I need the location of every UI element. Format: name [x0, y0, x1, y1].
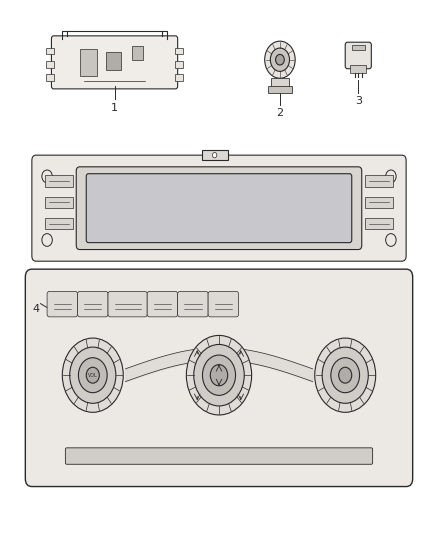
Bar	[106, 52, 121, 70]
Text: VOL: VOL	[88, 373, 98, 378]
Circle shape	[212, 152, 217, 158]
Bar	[176, 74, 184, 81]
FancyBboxPatch shape	[147, 292, 178, 317]
Bar	[176, 47, 184, 54]
Text: 1: 1	[111, 103, 118, 113]
Circle shape	[202, 355, 236, 395]
Circle shape	[386, 233, 396, 246]
FancyBboxPatch shape	[76, 167, 362, 249]
Circle shape	[265, 41, 295, 78]
FancyBboxPatch shape	[345, 42, 371, 69]
Circle shape	[70, 347, 116, 403]
FancyBboxPatch shape	[25, 269, 413, 487]
Circle shape	[339, 367, 352, 383]
Text: 4: 4	[33, 304, 40, 314]
Circle shape	[331, 358, 360, 393]
Bar	[365, 217, 393, 229]
Text: 3: 3	[355, 96, 362, 106]
FancyBboxPatch shape	[78, 292, 108, 317]
Bar	[46, 47, 53, 54]
Circle shape	[86, 367, 99, 383]
Circle shape	[276, 54, 284, 65]
Circle shape	[42, 233, 52, 246]
Bar	[45, 197, 73, 208]
FancyBboxPatch shape	[178, 292, 208, 317]
FancyBboxPatch shape	[51, 36, 178, 89]
Circle shape	[210, 365, 228, 386]
Circle shape	[315, 338, 376, 413]
Bar	[268, 86, 292, 93]
Bar	[46, 74, 53, 81]
Circle shape	[270, 48, 290, 71]
Text: 2: 2	[276, 109, 283, 118]
Bar	[176, 61, 184, 68]
Circle shape	[386, 170, 396, 183]
Circle shape	[322, 347, 368, 403]
FancyBboxPatch shape	[47, 292, 78, 317]
Circle shape	[62, 338, 123, 413]
FancyBboxPatch shape	[32, 155, 406, 261]
Bar	[365, 197, 393, 208]
Bar	[45, 217, 73, 229]
Bar	[271, 78, 289, 89]
Circle shape	[186, 335, 252, 415]
Bar	[365, 175, 393, 187]
Bar	[201, 150, 228, 160]
Bar	[80, 49, 97, 76]
Bar	[350, 65, 366, 74]
Bar	[45, 175, 73, 187]
Circle shape	[42, 170, 52, 183]
FancyBboxPatch shape	[86, 174, 352, 243]
Bar	[352, 45, 365, 50]
FancyBboxPatch shape	[208, 292, 239, 317]
FancyBboxPatch shape	[108, 292, 147, 317]
Bar	[132, 46, 143, 60]
Circle shape	[78, 358, 107, 393]
FancyBboxPatch shape	[65, 448, 373, 464]
Bar	[46, 61, 53, 68]
Circle shape	[194, 344, 244, 406]
